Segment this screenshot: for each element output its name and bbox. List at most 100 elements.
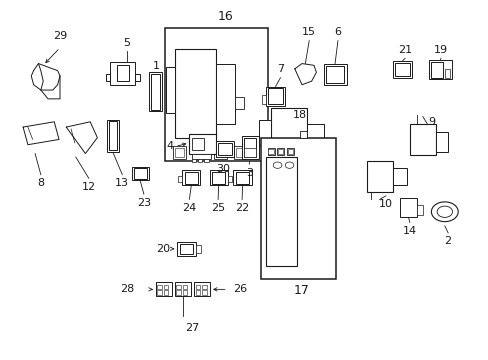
Bar [278, 149, 283, 154]
Bar [163, 291, 168, 294]
Bar [242, 136, 258, 159]
Bar [262, 95, 265, 104]
Bar [175, 282, 190, 296]
Bar [183, 285, 187, 289]
Bar [428, 60, 451, 80]
Bar [193, 147, 206, 159]
Text: 14: 14 [402, 226, 416, 236]
Bar [105, 74, 110, 81]
Text: 20: 20 [156, 244, 170, 254]
Bar [109, 121, 117, 150]
Text: 29: 29 [53, 31, 67, 41]
Text: 28: 28 [120, 284, 134, 294]
Text: 4: 4 [166, 141, 173, 152]
Bar [175, 49, 215, 138]
Bar [234, 97, 243, 109]
Bar [178, 176, 182, 183]
Bar [156, 282, 171, 296]
Bar [306, 123, 323, 159]
Bar [258, 120, 270, 145]
Bar [195, 245, 201, 253]
Bar [215, 64, 234, 123]
Bar [157, 291, 162, 294]
Bar [183, 291, 187, 294]
Bar [395, 63, 409, 76]
Bar [150, 74, 160, 110]
Text: 22: 22 [235, 203, 249, 213]
Bar [294, 170, 302, 180]
Circle shape [430, 202, 457, 222]
Bar [174, 148, 184, 157]
Bar [416, 205, 422, 215]
Bar [198, 159, 202, 162]
Bar [286, 148, 293, 155]
Text: 5: 5 [123, 38, 130, 48]
Bar [182, 171, 200, 185]
Circle shape [436, 206, 451, 217]
Bar [204, 159, 208, 162]
Bar [270, 108, 306, 170]
Bar [267, 148, 274, 155]
Bar [265, 157, 297, 266]
Text: 19: 19 [433, 45, 447, 55]
Bar [195, 285, 200, 289]
Bar [195, 291, 200, 294]
Bar [211, 172, 225, 184]
Text: 11: 11 [311, 198, 325, 208]
Bar [299, 131, 306, 138]
Bar [273, 170, 280, 180]
Bar [213, 147, 227, 159]
Bar [165, 28, 268, 161]
Bar [184, 172, 198, 184]
Bar [176, 285, 181, 289]
Bar [233, 171, 251, 185]
Bar [191, 159, 196, 162]
Bar [157, 285, 162, 289]
Bar [180, 244, 193, 254]
Text: 3: 3 [245, 168, 252, 177]
Bar [399, 198, 416, 217]
Bar [148, 72, 162, 111]
Bar [227, 176, 231, 183]
Text: 23: 23 [137, 198, 151, 208]
Text: 30: 30 [216, 164, 229, 174]
Bar [135, 74, 140, 81]
Bar [166, 67, 175, 113]
Bar [326, 66, 343, 83]
Bar [194, 282, 209, 296]
Text: 6: 6 [334, 27, 341, 37]
Bar [234, 147, 247, 159]
Text: 26: 26 [232, 284, 246, 294]
Text: 13: 13 [115, 178, 129, 188]
Text: 15: 15 [302, 27, 316, 37]
Bar [202, 285, 206, 289]
Text: 10: 10 [378, 199, 392, 210]
Bar [116, 65, 128, 81]
Text: 21: 21 [397, 45, 411, 55]
Bar [132, 167, 148, 180]
Text: 7: 7 [276, 64, 284, 74]
Bar [392, 168, 407, 185]
Bar [444, 69, 448, 78]
Text: 2: 2 [444, 237, 451, 247]
Text: 24: 24 [182, 203, 196, 213]
Text: 25: 25 [211, 203, 225, 213]
Text: 9: 9 [427, 117, 434, 127]
Text: 17: 17 [293, 284, 309, 297]
Bar [430, 62, 443, 78]
Bar [283, 170, 291, 180]
Text: 16: 16 [217, 10, 233, 23]
Bar [277, 148, 284, 155]
Bar [110, 62, 135, 85]
Bar [268, 149, 273, 154]
Bar [244, 148, 256, 157]
Bar [172, 147, 185, 159]
Bar [268, 88, 282, 104]
Bar [202, 291, 206, 294]
Bar [409, 123, 435, 155]
Bar [189, 134, 215, 154]
Bar [195, 148, 204, 157]
Text: 27: 27 [184, 323, 199, 333]
Bar [163, 285, 168, 289]
Text: 8: 8 [37, 178, 44, 188]
